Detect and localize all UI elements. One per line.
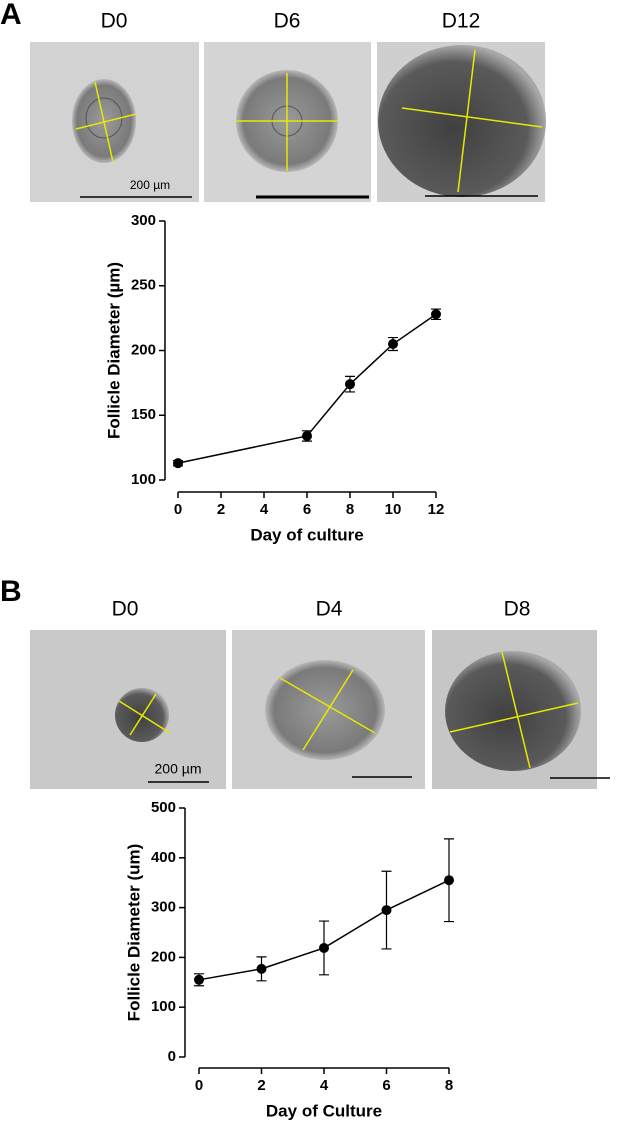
micrograph: 200 µm [30,42,199,202]
x-tick-label: 6 [303,501,311,518]
y-tick-label: 100 [151,998,176,1015]
image-label: D4 [316,598,343,621]
x-tick-label: 8 [346,501,354,518]
data-point [388,339,398,350]
x-tick-label: 2 [257,1077,265,1094]
data-point [173,458,183,469]
data-point [431,309,441,320]
micrograph [377,42,546,202]
y-tick-label: 200 [131,341,156,358]
x-tick-label: 0 [174,501,182,518]
image-label: D8 [504,598,531,621]
micrograph [432,630,610,789]
y-axis-label: Follicle Diameter (um) [124,844,143,1022]
image-label: D0 [112,598,139,621]
x-axis-label: Day of culture [250,525,363,544]
y-tick-label: 250 [131,277,156,294]
data-point [381,905,392,916]
x-tick-label: 8 [445,1077,453,1094]
data-point [444,875,454,886]
x-tick-label: 4 [320,1077,329,1094]
data-point [256,963,267,974]
scale-label: 200 µm [130,178,170,192]
x-tick-label: 12 [428,501,445,518]
y-tick-label: 500 [151,799,176,816]
y-tick-label: 100 [131,471,156,488]
micrograph [204,42,371,202]
data-point [345,379,355,390]
panel-label: A [0,0,22,31]
x-tick-label: 4 [260,501,269,518]
x-tick-label: 2 [217,501,225,518]
data-point [319,942,329,953]
panel-label: B [0,575,22,608]
image-label: D0 [101,10,128,33]
data-point [302,430,312,441]
y-tick-label: 300 [131,212,156,229]
micrograph [232,630,425,789]
x-axis-label: Day of Culture [266,1101,382,1120]
y-tick-label: 150 [131,406,156,423]
x-tick-label: 0 [195,1077,203,1094]
y-tick-label: 200 [151,948,176,965]
data-point [194,974,204,985]
x-tick-label: 6 [382,1077,390,1094]
image-label: D6 [274,10,301,33]
y-tick-label: 400 [151,849,176,866]
scale-label: 200 µm [155,761,202,777]
image-label: D12 [442,10,481,33]
y-tick-label: 300 [151,899,176,916]
x-tick-label: 10 [385,501,402,518]
y-tick-label: 0 [168,1048,176,1065]
y-axis-label: Follicle Diameter (µm) [104,262,123,439]
micrograph: 200 µm [30,630,226,789]
